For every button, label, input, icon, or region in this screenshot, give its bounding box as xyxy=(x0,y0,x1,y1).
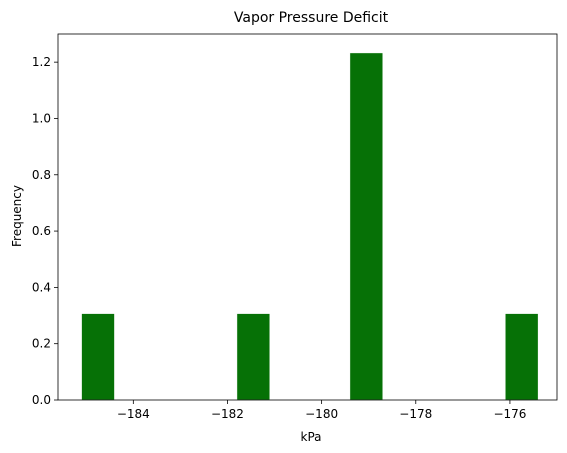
x-tick-label: −182 xyxy=(211,407,244,421)
y-tick-label: 0.2 xyxy=(32,337,51,351)
x-tick-label: −184 xyxy=(117,407,150,421)
x-axis-ticks: −184 −182 −180 −178 −176 xyxy=(117,400,526,421)
x-axis-label: kPa xyxy=(301,430,322,444)
y-tick-label: 1.2 xyxy=(32,55,51,69)
y-tick-label: 0.4 xyxy=(32,280,51,294)
histogram-bar-2 xyxy=(236,313,271,401)
y-tick-label: 0.6 xyxy=(32,224,51,238)
histogram-bar-3 xyxy=(349,52,384,401)
chart-title: Vapor Pressure Deficit xyxy=(234,10,389,26)
y-axis-label: Frequency xyxy=(10,185,24,247)
y-tick-label: 0.8 xyxy=(32,168,51,182)
x-tick-label: −178 xyxy=(399,407,432,421)
bars-layer xyxy=(81,52,539,401)
x-tick-label: −176 xyxy=(493,407,526,421)
y-tick-label: 1.0 xyxy=(32,111,51,125)
y-tick-label: 0.0 xyxy=(32,393,51,407)
plot-frame xyxy=(57,33,558,401)
x-tick-label: −180 xyxy=(305,407,338,421)
histogram-bar-4 xyxy=(504,313,539,401)
histogram-bar-1 xyxy=(81,313,115,401)
y-axis-ticks: 0.0 0.2 0.4 0.6 0.8 1.0 1.2 xyxy=(32,55,58,407)
